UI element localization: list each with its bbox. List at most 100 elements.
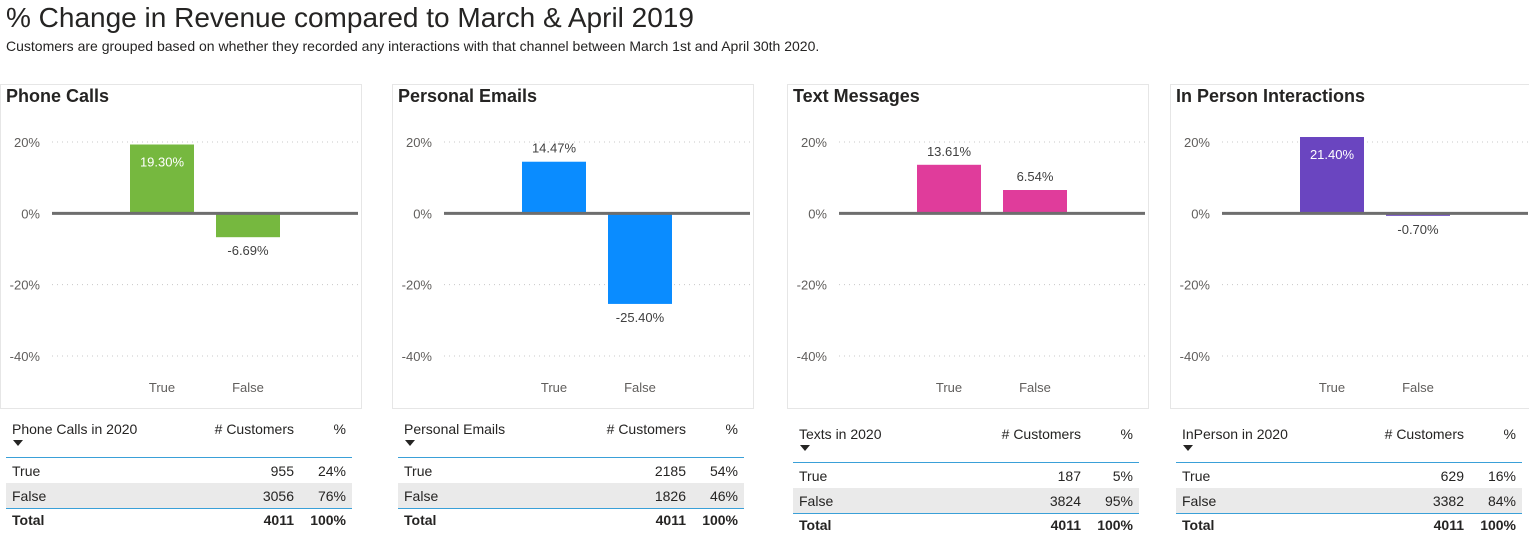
table-cell: 16%: [1487, 467, 1516, 484]
bar: [1003, 190, 1067, 214]
chart-card: [0, 84, 362, 409]
customer-table: Texts in 2020 # Customers% True 187 5% False 3…: [793, 420, 1139, 536]
page-title: % Change in Revenue compared to March & …: [6, 2, 694, 33]
column-header[interactable]: %: [692, 415, 744, 458]
table-row[interactable]: False 3056 76%: [6, 483, 352, 509]
table-cell: False: [1176, 488, 1358, 514]
table-cell: 1826: [580, 483, 692, 509]
sort-descending-icon[interactable]: [800, 445, 810, 451]
table-cell: False: [793, 488, 975, 514]
table-cell: 54%: [709, 462, 738, 479]
table-header-row: Personal Emails # Customers%: [398, 415, 744, 458]
table-cell: 5%: [1112, 467, 1133, 484]
sort-descending-icon[interactable]: [1183, 445, 1193, 451]
chart-card: [392, 84, 754, 409]
bar-chart: 20% 0% -20% -40% 21.40% True -0.70% False: [1180, 135, 1528, 395]
y-tick-label: -20%: [10, 278, 41, 293]
table-total-cell: 100%: [1087, 513, 1139, 536]
data-label: 21.40%: [1310, 147, 1355, 162]
page-subtitle: Customers are grouped based on whether t…: [6, 38, 820, 54]
table-total-row: Total 4011 100%: [793, 513, 1139, 536]
column-header[interactable]: %: [1470, 420, 1522, 463]
y-tick-label: -20%: [797, 278, 828, 293]
table-cell: True: [404, 462, 433, 479]
table-cell: True: [12, 462, 41, 479]
table-cell: 2185: [654, 462, 686, 479]
bar: [216, 213, 280, 238]
table-total-cell: Total: [6, 508, 188, 531]
table-total-cell: 4011: [1358, 513, 1470, 536]
chart-title: Text Messages: [793, 86, 920, 106]
y-tick-label: 0%: [21, 206, 40, 221]
channel-panel: In Person Interactions 20% 0% -20% -40% 21.40…: [1170, 0, 1529, 539]
table-header-row: Phone Calls in 2020 # Customers%: [6, 415, 352, 458]
column-header[interactable]: %: [1087, 420, 1139, 463]
sort-descending-icon[interactable]: [13, 440, 23, 446]
table-total-cell: Total: [793, 513, 975, 536]
table-cell: True: [1182, 467, 1211, 484]
data-label: 19.30%: [140, 154, 185, 169]
bar-chart: 20% 0% -20% -40% 19.30% True -6.69% False: [10, 135, 358, 395]
x-category-label: False: [1019, 380, 1051, 395]
table-header-row: Texts in 2020 # Customers%: [793, 420, 1139, 463]
x-category-label: False: [1402, 380, 1434, 395]
y-tick-label: 20%: [1184, 135, 1210, 150]
y-tick-label: 20%: [406, 135, 432, 150]
customer-table: Personal Emails # Customers% True 2185 54% Fa…: [398, 415, 744, 531]
table-cell: 955: [270, 462, 294, 479]
table-total-row: Total 4011 100%: [1176, 513, 1522, 536]
table-cell: 3824: [975, 488, 1087, 514]
channel-panel: Text Messages 20% 0% -20% -40% 13.61% True 6.54…: [787, 0, 1157, 539]
column-header[interactable]: # Customers: [580, 415, 692, 458]
column-header[interactable]: # Customers: [1358, 420, 1470, 463]
bar: [522, 161, 586, 214]
y-tick-label: 20%: [801, 135, 827, 150]
column-header-sortable[interactable]: Phone Calls in 2020: [6, 415, 188, 458]
table-row[interactable]: False 1826 46%: [398, 483, 744, 509]
table-cell: 76%: [300, 483, 352, 509]
column-header[interactable]: %: [300, 415, 352, 458]
table-total-cell: 100%: [692, 508, 744, 531]
table-cell: 3382: [1358, 488, 1470, 514]
y-tick-label: 0%: [1191, 206, 1210, 221]
x-category-label: False: [624, 380, 656, 395]
y-tick-label: -40%: [1180, 349, 1211, 364]
bar: [1300, 137, 1364, 214]
column-header-sortable[interactable]: Texts in 2020: [793, 420, 975, 463]
data-label: -0.70%: [1397, 222, 1439, 237]
table-cell: True: [799, 467, 828, 484]
chart-title: In Person Interactions: [1176, 86, 1366, 106]
column-header-sortable[interactable]: Personal Emails: [398, 415, 580, 458]
table-total-row: Total 4011 100%: [398, 508, 744, 531]
table-row[interactable]: True 187 5%: [793, 463, 1139, 489]
y-tick-label: -40%: [797, 349, 828, 364]
table-row[interactable]: True 955 24%: [6, 458, 352, 484]
data-label: 14.47%: [532, 141, 577, 156]
table-total-cell: Total: [398, 508, 580, 531]
sort-descending-icon[interactable]: [405, 440, 415, 446]
table-cell: 84%: [1470, 488, 1522, 514]
column-header-label: InPerson in 2020: [1182, 426, 1288, 442]
x-category-label: True: [936, 380, 962, 395]
data-label: 13.61%: [927, 144, 972, 159]
chart-title: Personal Emails: [398, 86, 538, 106]
table-row[interactable]: False 3824 95%: [793, 488, 1139, 514]
channel-panel: Phone Calls 20% 0% -20% -40% 19.30% True -6.69%…: [0, 0, 370, 539]
bar: [608, 213, 672, 304]
column-header-label: Phone Calls in 2020: [12, 421, 138, 437]
table-cell: 95%: [1087, 488, 1139, 514]
table-row[interactable]: True 629 16%: [1176, 463, 1522, 489]
table-row[interactable]: True 2185 54%: [398, 458, 744, 484]
y-tick-label: 20%: [14, 135, 40, 150]
table-header-row: InPerson in 2020 # Customers%: [1176, 420, 1522, 463]
table-total-row: Total 4011 100%: [6, 508, 352, 531]
x-category-label: False: [232, 380, 264, 395]
table-row[interactable]: False 3382 84%: [1176, 488, 1522, 514]
column-header-sortable[interactable]: InPerson in 2020: [1176, 420, 1358, 463]
table-cell: False: [398, 483, 580, 509]
table-total-cell: 100%: [300, 508, 352, 531]
chart-title: Phone Calls: [6, 86, 110, 106]
table-total-cell: 4011: [975, 513, 1087, 536]
column-header[interactable]: # Customers: [188, 415, 300, 458]
column-header[interactable]: # Customers: [975, 420, 1087, 463]
